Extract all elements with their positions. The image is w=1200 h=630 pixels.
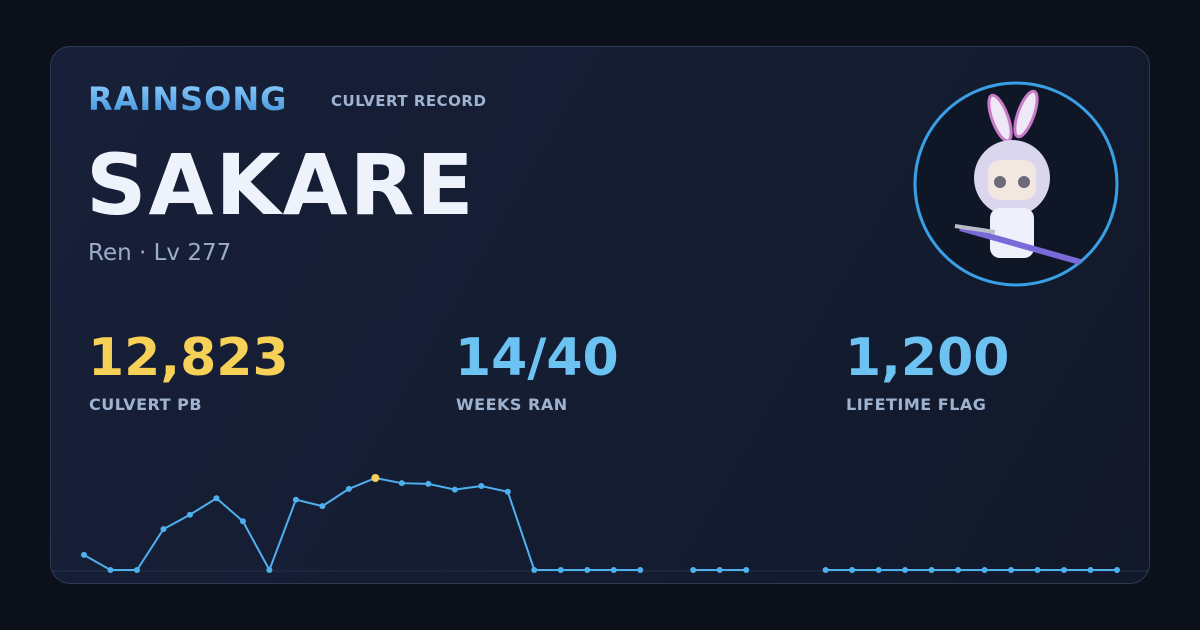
stat-label: LIFETIME FLAG [846,395,987,414]
sparkline-point [345,485,352,492]
sparkline-point [371,474,380,482]
sparkline-point [504,488,511,495]
stat-value: 1,200 [845,328,1010,388]
stat-label: CULVERT PB [89,395,203,414]
sparkline-point [584,567,591,573]
sparkline-point [239,518,246,525]
sparkline-point [637,567,644,573]
sparkline-point [743,567,750,573]
sparkline-point [398,480,405,487]
stat-label: WEEKS RAN [456,395,568,414]
sparkline-point [690,567,697,573]
sparkline-path [83,476,641,573]
sparkline-point [822,567,829,573]
sparkline-point [902,567,909,573]
sparkline-point [213,495,220,502]
sparkline-point [557,567,564,573]
sparkline-point [981,567,988,573]
sparkline-point [451,486,458,493]
character-detail: Ren · Lv 277 [88,240,232,266]
stat-value: 12,823 [88,328,289,388]
sparkline-point [1114,567,1120,573]
sparkline-point [875,567,882,573]
sparkline-point [716,567,723,573]
sparkline-point [81,551,87,558]
subtitle: CULVERT RECORD [331,92,487,110]
sparkline-point [610,567,617,573]
stat-value: 14/40 [455,328,619,388]
sparkline-point [266,567,273,573]
brand: RAINSONG [88,80,288,118]
character-name: SAKARE [86,136,476,234]
sparkline-point [531,567,538,573]
sparkline-point [955,567,962,573]
sparkline-point [478,483,485,490]
sparkline-point [160,526,167,533]
sparkline-point [133,567,140,573]
avatar [913,81,1119,287]
sparkline-point [107,567,114,573]
sparkline-point [1061,567,1068,573]
sparkline-point [425,480,432,487]
sparkline-point [1008,567,1015,573]
sparkline-point [1034,567,1041,573]
sparkline-point [292,496,299,503]
sparkline-point [319,503,326,510]
sparkline-point [1087,567,1094,573]
sparkline [81,474,1120,573]
sparkline-point [186,511,193,518]
sparkline-point [928,567,935,573]
sparkline-point [849,567,856,573]
